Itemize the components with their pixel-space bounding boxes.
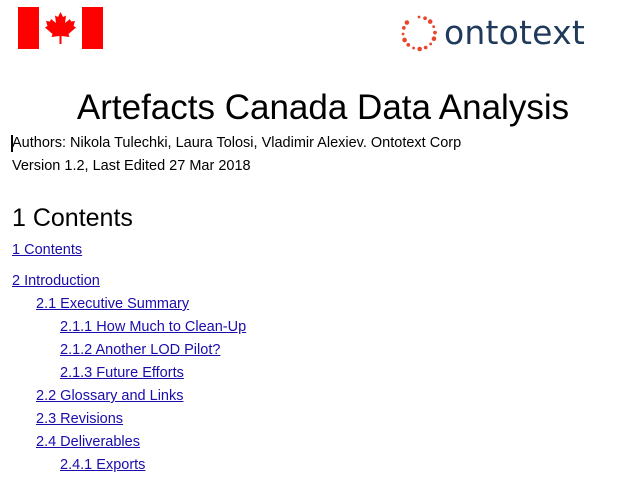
toc-link-how-much-to-clean-up[interactable]: 2.1.1 How Much to Clean-Up bbox=[60, 319, 247, 335]
toc-link-introduction[interactable]: 2 Introduction bbox=[12, 273, 100, 289]
logo-dot bbox=[417, 46, 422, 52]
toc-link-future-efforts[interactable]: 2.1.3 Future Efforts bbox=[60, 365, 184, 381]
logo-dot bbox=[404, 20, 410, 25]
logo-dot bbox=[433, 30, 437, 35]
toc-link-revisions[interactable]: 2.3 Revisions bbox=[36, 411, 124, 427]
toc-link-exports[interactable]: 2.4.1 Exports bbox=[60, 457, 146, 473]
logo-dot bbox=[423, 45, 428, 50]
canada-flag-icon bbox=[18, 7, 103, 49]
toc-link-deliverables[interactable]: 2.4 Deliverables bbox=[36, 434, 140, 450]
logo-dot bbox=[406, 43, 411, 47]
logo-dot bbox=[401, 26, 406, 30]
toc-link-glossary-and-links[interactable]: 2.2 Glossary and Links bbox=[36, 388, 184, 404]
ontotext-logo: ontotext bbox=[398, 13, 585, 53]
logo-text: ontotext bbox=[444, 13, 585, 52]
toc-link-contents[interactable]: 1 Contents bbox=[12, 242, 83, 258]
logo-dot bbox=[429, 42, 433, 46]
logo-dot bbox=[402, 37, 407, 43]
logo-dot bbox=[432, 25, 436, 29]
document-title: Artefacts Canada Data Analysis bbox=[76, 88, 570, 127]
version-line: Version 1.2, Last Edited 27 Mar 2018 bbox=[12, 158, 251, 174]
logo-dot bbox=[423, 16, 427, 21]
logo-dot bbox=[401, 32, 405, 36]
logo-dot bbox=[427, 19, 433, 24]
text-cursor bbox=[11, 135, 13, 152]
contents-heading: 1 Contents bbox=[12, 204, 133, 232]
logo-dot bbox=[412, 46, 415, 50]
authors-line: Authors: Nikola Tulechki, Laura Tolosi, … bbox=[12, 135, 462, 151]
toc-link-another-lod-pilot[interactable]: 2.1.2 Another LOD Pilot? bbox=[60, 342, 221, 358]
logo-dot bbox=[417, 15, 421, 19]
toc-link-executive-summary[interactable]: 2.1 Executive Summary bbox=[36, 296, 190, 312]
logo-dot bbox=[431, 36, 437, 42]
dotted-ring-icon bbox=[401, 15, 437, 52]
